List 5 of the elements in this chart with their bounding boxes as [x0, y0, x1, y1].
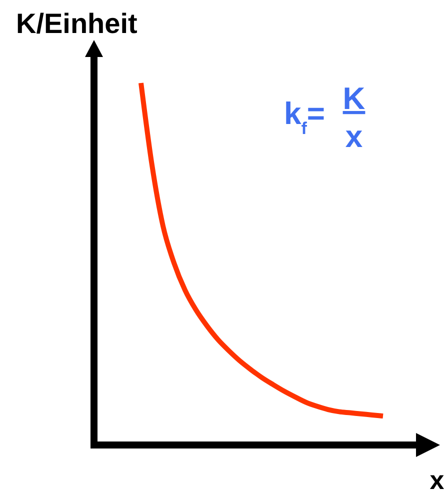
x-axis-title: x — [430, 465, 445, 495]
annotation: x — [345, 119, 364, 154]
annotation: K — [342, 81, 366, 116]
annotation: k$_{f}$= — [284, 96, 326, 138]
y-axis-title: K/Einheit — [16, 8, 138, 39]
